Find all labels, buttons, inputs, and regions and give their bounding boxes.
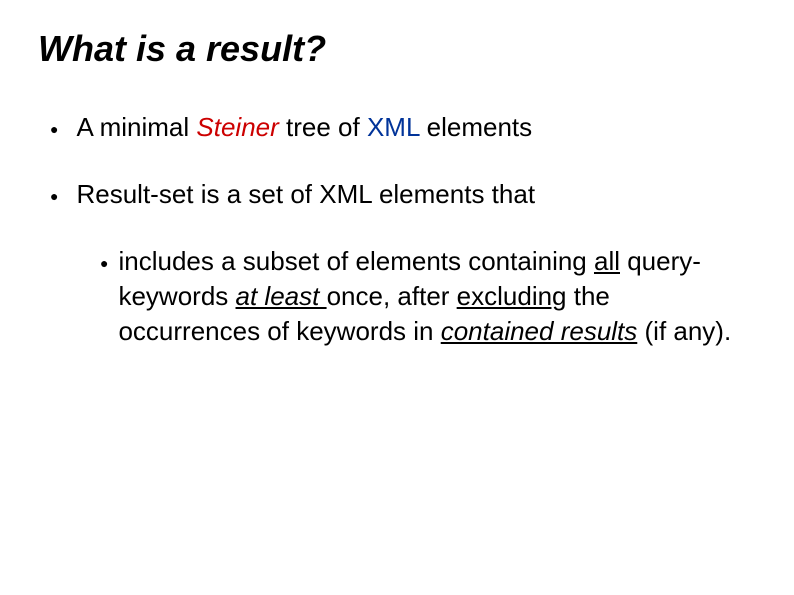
bullet-2-content: Result-set is a set of XML elements that	[76, 177, 756, 212]
sub-bullet-container: ● includes a subset of elements containi…	[50, 244, 756, 349]
bullet-1-steiner: Steiner	[196, 112, 278, 142]
sub-1-p1: includes a subset of elements containing	[118, 246, 594, 276]
sub-1-p3: once, after	[327, 281, 457, 311]
bullet-marker-icon: ●	[100, 254, 108, 273]
bullet-1-xml: XML	[367, 112, 420, 142]
bullet-1-content: A minimal Steiner tree of XML elements	[76, 110, 756, 145]
bullet-marker-icon: ●	[50, 187, 58, 206]
bullet-1-post: elements	[419, 112, 532, 142]
sub-1-all: all	[594, 246, 620, 276]
bullet-item-1: ● A minimal Steiner tree of XML elements	[50, 110, 756, 145]
sub-1-atleast: at least	[236, 281, 327, 311]
sub-bullet-item-1: ● includes a subset of elements containi…	[100, 244, 756, 349]
main-bullet-list: ● A minimal Steiner tree of XML elements…	[38, 110, 756, 349]
sub-1-content: includes a subset of elements containing…	[118, 244, 756, 349]
sub-1-p5: (if any).	[637, 316, 731, 346]
bullet-1-mid: tree of	[279, 112, 367, 142]
sub-1-contained: contained results	[441, 316, 638, 346]
sub-bullet-list: ● includes a subset of elements containi…	[50, 244, 756, 349]
bullet-1-pre: A minimal	[76, 112, 196, 142]
bullet-marker-icon: ●	[50, 120, 58, 139]
slide-title: What is a result?	[38, 28, 756, 70]
sub-1-excluding: excluding	[457, 281, 567, 311]
bullet-item-2: ● Result-set is a set of XML elements th…	[50, 177, 756, 212]
